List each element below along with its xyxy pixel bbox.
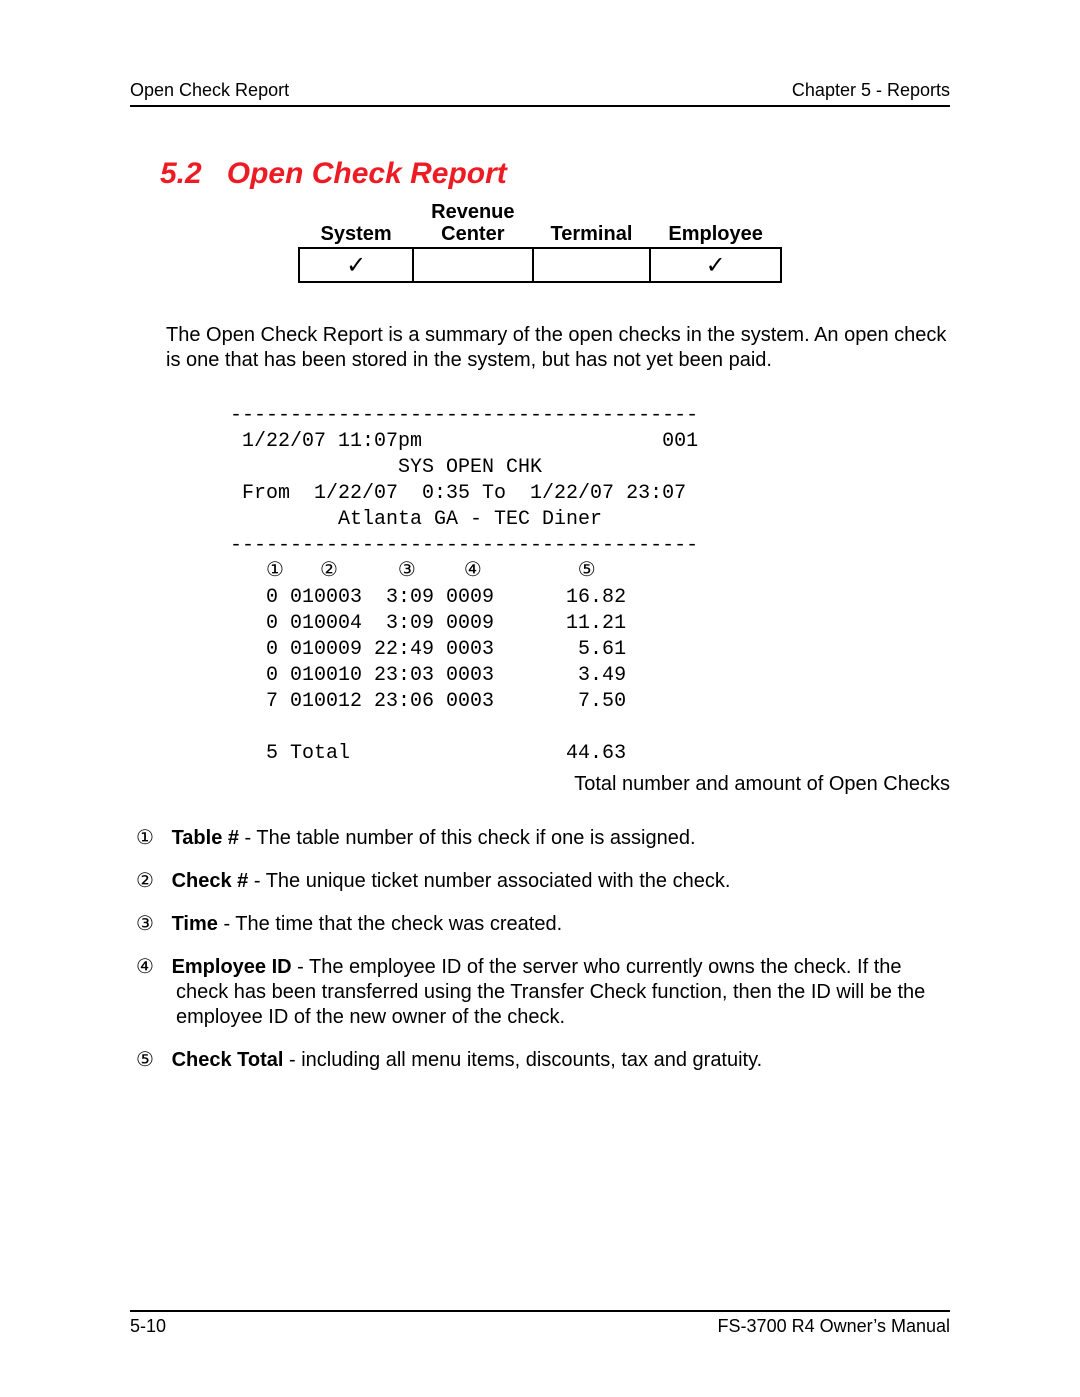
- footer-left: 5-10: [130, 1316, 166, 1337]
- legend-desc-1: - The table number of this check if one …: [239, 827, 696, 849]
- legend-item: ② Check # - The unique ticket number ass…: [136, 869, 950, 894]
- section-title: 5.2 Open Check Report: [160, 157, 950, 191]
- page-header: Open Check Report Chapter 5 - Reports: [130, 80, 950, 107]
- legend-num-2: ②: [136, 869, 166, 894]
- legend-desc-3: - The time that the check was created.: [218, 913, 562, 935]
- check-employee: ✓: [650, 248, 780, 282]
- legend-list: ① Table # - The table number of this che…: [136, 826, 950, 1073]
- page-footer: 5-10 FS-3700 R4 Owner’s Manual: [130, 1310, 950, 1337]
- col-revenue-center: Revenue Center: [413, 201, 532, 248]
- legend-item: ③ Time - The time that the check was cre…: [136, 912, 950, 937]
- legend-term-2: Check #: [172, 870, 249, 892]
- section-number: 5.2: [160, 157, 202, 190]
- legend-num-5: ⑤: [136, 1048, 166, 1073]
- legend-item: ① Table # - The table number of this che…: [136, 826, 950, 851]
- legend-num-4: ④: [136, 955, 166, 980]
- col-employee: Employee: [650, 201, 780, 248]
- legend-term-5: Check Total: [172, 1049, 284, 1071]
- section-name: Open Check Report: [227, 157, 507, 190]
- legend-term-3: Time: [172, 913, 218, 935]
- report-sample: --------------------------------------- …: [230, 403, 950, 767]
- applicability-check-row: ✓ ✓: [299, 248, 781, 282]
- legend-item: ⑤ Check Total - including all menu items…: [136, 1048, 950, 1073]
- col-terminal: Terminal: [533, 201, 651, 248]
- intro-paragraph: The Open Check Report is a summary of th…: [166, 323, 950, 373]
- header-right: Chapter 5 - Reports: [792, 80, 950, 101]
- check-terminal: [533, 248, 651, 282]
- legend-term-4: Employee ID: [172, 956, 292, 978]
- check-revenue-center: [413, 248, 532, 282]
- legend-num-3: ③: [136, 912, 166, 937]
- legend-desc-5: - including all menu items, discounts, t…: [283, 1049, 762, 1071]
- applicability-header-row: System Revenue Center Terminal Employee: [299, 201, 781, 248]
- footer-right: FS-3700 R4 Owner’s Manual: [718, 1316, 950, 1337]
- col-system: System: [299, 201, 413, 248]
- header-left: Open Check Report: [130, 80, 289, 101]
- page: Open Check Report Chapter 5 - Reports 5.…: [0, 0, 1080, 1397]
- report-caption: Total number and amount of Open Checks: [130, 773, 950, 796]
- legend-desc-2: - The unique ticket number associated wi…: [248, 870, 730, 892]
- check-system: ✓: [299, 248, 413, 282]
- legend-item: ④ Employee ID - The employee ID of the s…: [136, 955, 950, 1030]
- legend-term-1: Table #: [172, 827, 239, 849]
- applicability-table: System Revenue Center Terminal Employee …: [298, 201, 782, 283]
- legend-num-1: ①: [136, 826, 166, 851]
